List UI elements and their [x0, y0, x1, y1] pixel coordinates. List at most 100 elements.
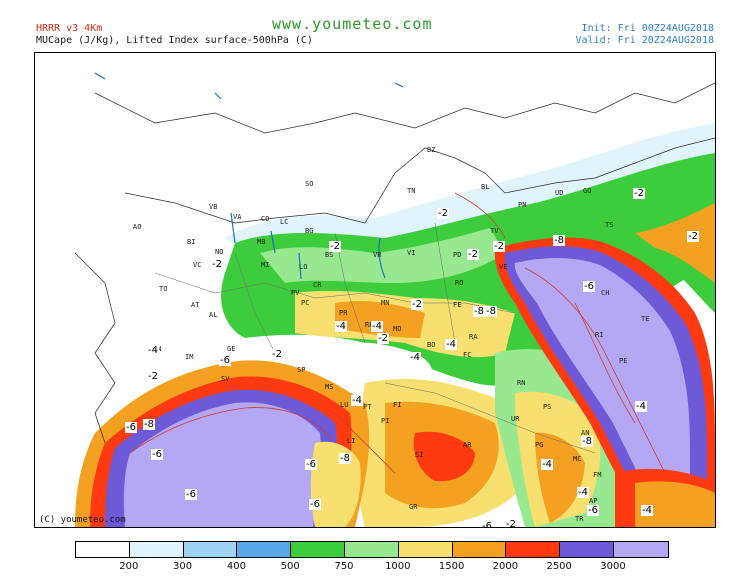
lifted-index-value: -2 — [147, 371, 159, 382]
lifted-index-value: -4 — [351, 395, 363, 406]
lifted-index-value: -6 — [185, 489, 197, 500]
lifted-index-value: -4 — [371, 321, 383, 332]
city-label: CH — [601, 289, 610, 297]
city-label: PI — [381, 417, 390, 425]
city-label: BG — [305, 227, 314, 235]
city-label: UR — [511, 415, 520, 423]
city-label: PE — [619, 357, 628, 365]
city-label: RI — [595, 331, 604, 339]
legend-tick-label: 3000 — [600, 561, 626, 572]
city-label: VE — [499, 263, 508, 271]
city-label: BZ — [427, 146, 436, 154]
legend-tick-label: 200 — [119, 561, 139, 572]
city-label: BS — [325, 251, 334, 259]
city-label: PV — [291, 289, 300, 297]
city-label: VR — [373, 251, 382, 259]
legend-tick-label: 400 — [226, 561, 246, 572]
city-label: PG — [535, 441, 544, 449]
city-label: VI — [407, 249, 416, 257]
city-label: PC — [301, 299, 310, 307]
city-label: AN — [581, 429, 590, 437]
city-label: BI — [187, 238, 196, 246]
city-label: CR — [313, 281, 322, 289]
lifted-index-value: -8 — [339, 453, 351, 464]
city-label: TO — [159, 285, 168, 293]
city-label: SO — [305, 180, 314, 188]
city-label: GR — [409, 503, 418, 511]
legend-swatch — [291, 542, 345, 557]
valid-time: Valid: Fri 20Z24AUG2018 — [575, 35, 714, 46]
lifted-index-value: -2 — [271, 349, 283, 360]
city-label: PT — [363, 403, 372, 411]
city-label: PN — [518, 201, 527, 209]
city-label: MB — [257, 238, 266, 246]
lifted-index-value: -6 — [309, 499, 321, 510]
city-label: SI — [415, 451, 424, 459]
lifted-index-value: -6 — [305, 459, 317, 470]
lifted-index-value: -2 — [437, 208, 449, 219]
city-label: TV — [490, 227, 499, 235]
legend-swatch — [183, 542, 238, 557]
site-url[interactable]: www.youmeteo.com — [272, 15, 433, 33]
city-label: TE — [641, 315, 650, 323]
legend-swatch — [560, 542, 614, 557]
lifted-index-value: -4 — [641, 505, 653, 516]
city-label: AT — [191, 301, 200, 309]
map-copyright: (C) youmeteo.com — [39, 515, 126, 525]
lifted-index-value: -8 — [473, 306, 485, 317]
lifted-index-value: -6 — [481, 521, 493, 527]
legend-swatch — [344, 542, 399, 557]
legend-tick-label: 750 — [334, 561, 354, 572]
lifted-index-value: -6 — [587, 505, 599, 516]
lifted-index-value: -2 — [411, 299, 423, 310]
city-label: VA — [233, 213, 242, 221]
city-label: LU — [340, 401, 349, 409]
lifted-index-value: -2 — [687, 231, 699, 242]
city-label: MN — [381, 299, 390, 307]
city-label: AR — [463, 441, 472, 449]
city-label: IM — [185, 353, 194, 361]
city-label: PD — [453, 251, 462, 259]
city-label: FI — [393, 401, 402, 409]
lifted-index-value: -8 — [553, 235, 565, 246]
city-label: AP — [589, 497, 598, 505]
legend-swatch — [129, 542, 184, 557]
city-label: MS — [325, 383, 334, 391]
city-label: PS — [543, 403, 552, 411]
cape-legend — [75, 541, 669, 558]
city-label: SP — [297, 366, 306, 374]
parameter-title: MUCape (J/Kg), Lifted Index surface-500h… — [36, 35, 313, 46]
lifted-index-value: -2 — [467, 249, 479, 260]
legend-swatch — [506, 542, 561, 557]
city-label: TN — [407, 187, 416, 195]
lifted-index-value: -2 — [329, 241, 341, 252]
lifted-index-value: -6 — [151, 449, 163, 460]
lifted-index-value: -8 — [143, 419, 155, 430]
lifted-index-value: -2 — [633, 188, 645, 199]
lifted-index-value: -8 — [581, 436, 593, 447]
legend-swatch — [613, 542, 668, 557]
lifted-index-value: -4 — [147, 345, 159, 356]
legend-tick-label: 1000 — [385, 561, 411, 572]
lifted-index-value: -4 — [445, 339, 457, 350]
model-title: HRRR v3 4Km — [36, 23, 103, 34]
city-label: MC — [573, 455, 582, 463]
weather-map[interactable]: (C) youmeteo.com BZ SO TN BL UD GO TS PN TV VE PD V… — [34, 52, 716, 528]
city-label: VC — [193, 261, 202, 269]
legend-swatch — [76, 542, 130, 557]
city-label: NO — [215, 248, 224, 256]
city-label: RN — [517, 379, 526, 387]
city-label: TS — [605, 221, 614, 229]
city-label: TR — [575, 515, 584, 523]
legend-tick-label: 2000 — [492, 561, 519, 572]
cape-field — [35, 53, 715, 527]
lifted-index-value: -4 — [409, 352, 421, 363]
city-label: LC — [280, 218, 289, 226]
city-label: GO — [583, 187, 592, 195]
legend-swatch — [398, 542, 453, 557]
lifted-index-value: -4 — [335, 321, 347, 332]
city-label: CO — [261, 215, 270, 223]
lifted-index-value: -2 — [211, 259, 223, 270]
city-label: BL — [481, 183, 490, 191]
lifted-index-value: -2 — [505, 519, 517, 528]
